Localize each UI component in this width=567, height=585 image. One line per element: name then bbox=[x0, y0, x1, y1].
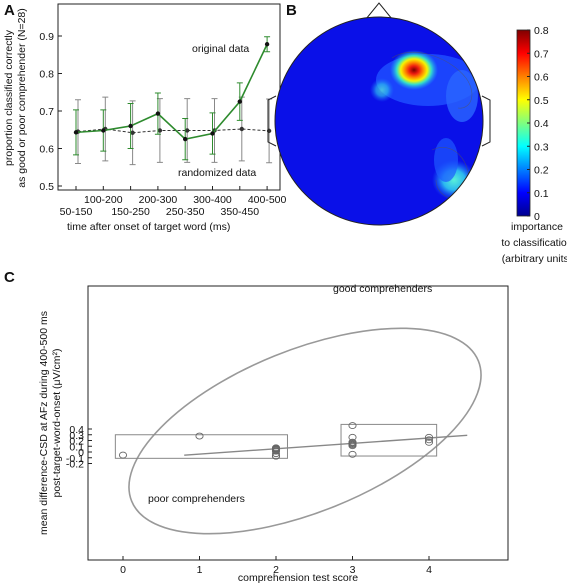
colorbar-tick-label: 0.2 bbox=[534, 165, 549, 177]
panel-c-y-tick-label: 0 bbox=[78, 447, 84, 459]
panel-c-y-axis-label-line-1: mean difference-CSD at AFz during 400-50… bbox=[38, 311, 50, 535]
group-label-good-comprehenders: good comprehenders bbox=[333, 283, 432, 295]
panel-a-y-tick-label: 0.9 bbox=[39, 31, 54, 43]
panel-c-scatter-plot: -0.2-0.100.10.20.30.40 1 2 3 4 poor comprehe… bbox=[38, 283, 509, 584]
panel-a-y-tick-label: 0.8 bbox=[39, 69, 54, 81]
panel-a-x-tick-label: 300-400 bbox=[193, 194, 232, 206]
heatmap-region-right-frontal bbox=[446, 70, 478, 122]
panel-a-y-tick-label: 0.7 bbox=[39, 106, 54, 118]
scatter-point bbox=[424, 438, 434, 446]
scatter-point bbox=[348, 422, 357, 429]
panel-a-y-tick-label: 0.5 bbox=[39, 181, 54, 193]
series-line-original-data bbox=[75, 43, 268, 140]
panel-c-y-tick-label: -0.2 bbox=[66, 459, 84, 471]
colorbar-tick-label: 0.3 bbox=[534, 141, 549, 153]
regression-line bbox=[184, 434, 468, 456]
scatter-point bbox=[348, 442, 357, 450]
panel-c-label: C bbox=[4, 269, 15, 286]
colorbar-tick-label: 0.8 bbox=[534, 25, 549, 37]
scatter-point bbox=[195, 432, 204, 440]
data-point bbox=[128, 123, 133, 129]
panel-c-y-tick-label: 0.2 bbox=[69, 436, 84, 448]
panel-a-y-tick-label: 0.6 bbox=[39, 144, 54, 156]
head-nose-outline bbox=[365, 2, 393, 20]
panel-c-x-tick-label: 1 bbox=[197, 564, 203, 576]
scatter-point bbox=[271, 452, 281, 460]
series-label-original-data: original data bbox=[192, 43, 249, 55]
colorbar-tick-label: 0.7 bbox=[534, 48, 549, 60]
panel-c-x-tick-label: 3 bbox=[350, 564, 356, 576]
colorbar-label-line-3: (arbitrary units) bbox=[502, 253, 567, 265]
colorbar-tick-label: 0 bbox=[534, 211, 540, 223]
panel-c-x-axis-label: comprehension test score bbox=[238, 572, 358, 584]
panel-a-x-tick-label: 200-300 bbox=[139, 194, 178, 206]
heatmap-region-central-left bbox=[370, 78, 394, 102]
confidence-ellipse bbox=[128, 327, 482, 535]
panel-a-x-tick-label: 400-500 bbox=[248, 194, 287, 206]
series-label-randomized-data: randomized data bbox=[178, 167, 256, 179]
scatter-point bbox=[348, 450, 357, 458]
panel-a-line-chart: 0.5 0.6 0.7 0.8 0.9 50-150100-200150-250200-3… bbox=[3, 3, 287, 233]
panel-c-axes-frame bbox=[87, 285, 509, 561]
panel-c-y-tick-label: -0.1 bbox=[66, 453, 84, 465]
panel-a-x-tick-label: 250-350 bbox=[166, 206, 205, 218]
panel-c-y-tick-label: 0.3 bbox=[69, 430, 84, 442]
panel-a-x-tick-label: 100-200 bbox=[84, 194, 123, 206]
colorbar-tick-label: 0.4 bbox=[534, 118, 549, 130]
group-box-good-comprehenders bbox=[340, 423, 438, 457]
scatter-point bbox=[424, 433, 434, 441]
data-point bbox=[157, 128, 163, 133]
group-label-poor-comprehenders: poor comprehenders bbox=[148, 493, 245, 505]
panel-c-x-tick-label: 4 bbox=[426, 564, 432, 576]
panel-a-x-tick-label: 350-450 bbox=[221, 206, 260, 218]
panel-a-y-axis-label-line-1: proportion classified correctly bbox=[3, 29, 15, 166]
panel-a-x-tick-label: 50-150 bbox=[60, 206, 93, 218]
data-point bbox=[101, 128, 106, 133]
panel-c-x-tick-label: 2 bbox=[273, 564, 279, 576]
data-point bbox=[185, 128, 190, 133]
head-right-ear-outline bbox=[481, 95, 491, 147]
panel-a-label: A bbox=[4, 2, 15, 19]
panel-a-y-axis-label-line-2: as good or poor comprehender (N=28) bbox=[16, 8, 28, 187]
panel-a-x-axis-label: time after onset of target word (ms) bbox=[67, 221, 230, 233]
group-box-poor-comprehenders bbox=[114, 434, 288, 459]
data-point bbox=[130, 130, 135, 135]
data-point bbox=[239, 126, 244, 132]
panel-c-y-tick-label: 0.1 bbox=[69, 441, 84, 453]
panel-a-axes-frame bbox=[57, 3, 281, 191]
data-point bbox=[183, 136, 188, 142]
panel-b-scalp-topography: 0 0.1 0.2 0.3 0.4 0.5 0.6 0.7 0.8 importance to … bbox=[267, 2, 567, 265]
scatter-point bbox=[271, 447, 281, 455]
colorbar-label-line-1: importance bbox=[511, 221, 563, 233]
data-point bbox=[237, 99, 242, 104]
importance-heatmap bbox=[370, 50, 480, 200]
panel-c-y-tick-label: 0.4 bbox=[69, 424, 84, 436]
scatter-point bbox=[271, 450, 281, 458]
colorbar-tick-label: 0.6 bbox=[534, 72, 549, 84]
scatter-point bbox=[424, 436, 434, 444]
colorbar-tick-label: 0.1 bbox=[534, 188, 549, 200]
panel-c-y-axis-label-line-2: post-target-word-onset (μV/cm²) bbox=[51, 348, 63, 497]
data-point bbox=[264, 42, 270, 47]
panel-c-x-tick-label: 0 bbox=[120, 564, 126, 576]
heatmap-hotspot-afz bbox=[390, 50, 438, 90]
panel-a-x-tick-label: 150-250 bbox=[111, 206, 150, 218]
head-outline bbox=[274, 16, 484, 226]
panel-b-label: B bbox=[286, 2, 297, 19]
heatmap-region-right-parietal-halo bbox=[434, 138, 458, 182]
colorbar-tick-label: 0.5 bbox=[534, 95, 549, 107]
data-point bbox=[155, 111, 161, 116]
data-point bbox=[210, 131, 215, 136]
colorbar-label-line-2: to classification bbox=[501, 237, 567, 249]
head-left-ear-outline bbox=[267, 95, 277, 147]
data-point bbox=[73, 130, 79, 135]
scatter-point bbox=[118, 451, 128, 459]
